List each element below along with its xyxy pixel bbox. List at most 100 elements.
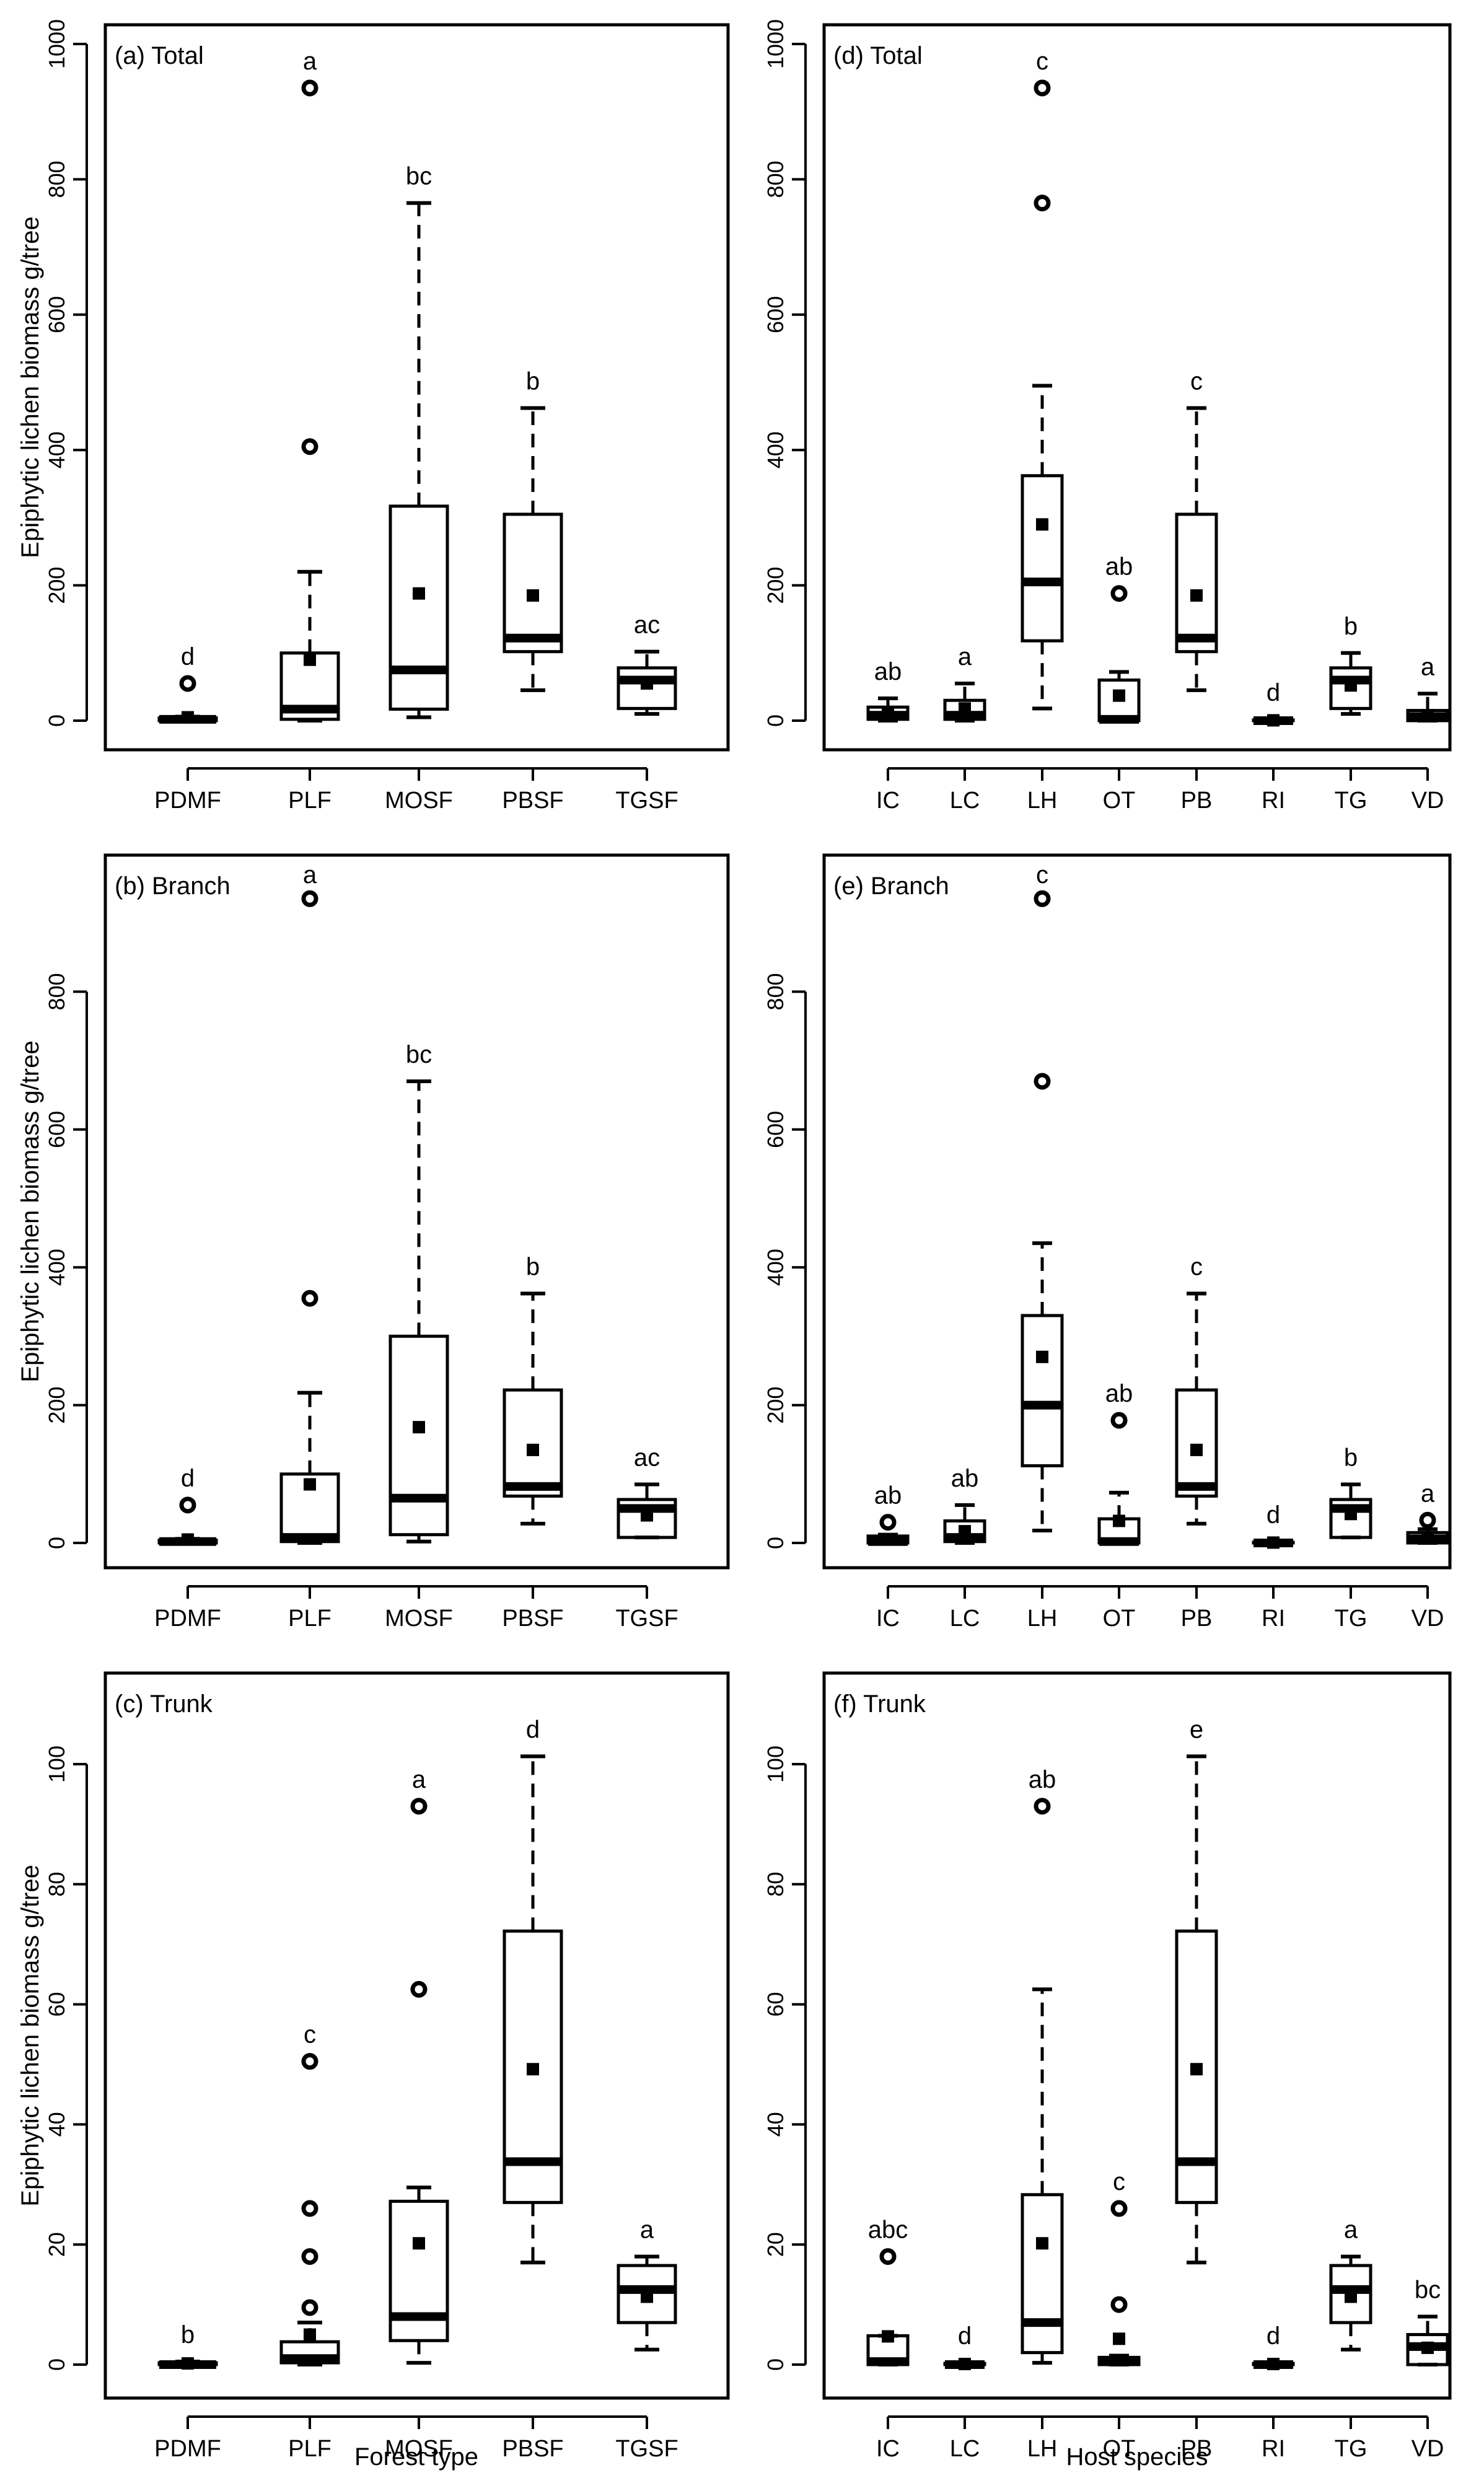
mean-marker xyxy=(304,653,316,666)
mean-marker xyxy=(1190,2063,1203,2076)
panel-title: (b) Branch xyxy=(115,872,231,900)
x-tick-label: PDMF xyxy=(154,788,221,814)
outlier-point xyxy=(879,2248,897,2265)
y-tick-label: 0 xyxy=(763,714,788,727)
panel-2: (b) Branch 0 200 400 600 800 PDMF PLF MOSF PBSF TG… xyxy=(44,853,730,1632)
outlier-point xyxy=(1034,890,1051,907)
box-LH: c xyxy=(1021,861,1064,1532)
x-tick-label: IC xyxy=(876,788,900,814)
x-tick-label: PDMF xyxy=(154,2436,221,2462)
x-tick-label: MOSF xyxy=(385,2436,453,2462)
x-tick-label: MOSF xyxy=(385,1606,453,1632)
x-tick-label: TGSF xyxy=(615,2436,678,2462)
x-tick-label: PBSF xyxy=(502,1606,563,1632)
outlier-point xyxy=(1034,195,1051,212)
group-letter: c xyxy=(1190,1253,1203,1280)
mean-marker xyxy=(1036,1350,1048,1363)
x-tick-label: IC xyxy=(876,2436,900,2462)
y-tick-label: 20 xyxy=(44,2232,69,2257)
y-tick-label: 200 xyxy=(763,1387,788,1424)
group-letter: e xyxy=(1190,1716,1203,1743)
panel-title: (f) Trunk xyxy=(833,1690,926,1718)
y-axis-title: Epiphytic lichen biomass g/tree xyxy=(17,1040,44,1382)
iqr-box xyxy=(1021,1314,1064,1467)
group-letter: b xyxy=(1344,1444,1358,1471)
x-tick-label: LC xyxy=(950,1606,980,1632)
iqr-box xyxy=(1021,474,1064,643)
mean-marker xyxy=(641,2290,653,2303)
box-TGSF: ac xyxy=(617,1444,677,1540)
y-tick-label: 80 xyxy=(763,1872,788,1897)
mean-marker xyxy=(1267,1536,1280,1549)
plot-frame xyxy=(103,853,730,1570)
group-letter: d xyxy=(181,643,195,670)
mean-marker xyxy=(1113,1514,1125,1527)
box-IC: ab xyxy=(866,1482,910,1546)
group-letter: a xyxy=(1421,1480,1435,1507)
x-axis-title-host-species: Host species xyxy=(1066,2443,1208,2471)
iqr-box xyxy=(1175,1388,1218,1498)
group-letter: b xyxy=(526,1253,540,1280)
panel-4: (d) Total 0 200 400 600 800 1000 IC LC LH OT PB RI TG… xyxy=(763,19,1452,814)
box-MOSF: bc xyxy=(389,163,449,719)
y-tick-label: 600 xyxy=(44,296,69,333)
iqr-box xyxy=(1175,1929,1218,2204)
mean-marker xyxy=(959,702,971,715)
y-tick-label: 400 xyxy=(763,431,788,468)
mean-marker xyxy=(1421,2341,1434,2354)
mean-marker xyxy=(527,1443,539,1456)
y-tick-label: 0 xyxy=(763,2358,788,2371)
mean-marker xyxy=(413,587,425,600)
mean-marker xyxy=(959,1525,971,1538)
box-LC: a xyxy=(943,643,986,723)
group-letter: d xyxy=(526,1716,540,1743)
iqr-box xyxy=(1329,666,1372,710)
mean-marker xyxy=(1113,689,1125,702)
box-LC: d xyxy=(943,2322,986,2371)
x-tick-label: TGSF xyxy=(615,1606,678,1632)
mean-marker xyxy=(1345,2290,1357,2303)
iqr-box xyxy=(279,651,340,721)
panel-title: (d) Total xyxy=(833,42,923,69)
group-letter: ab xyxy=(1029,1766,1056,1793)
x-tick-label: PBSF xyxy=(502,2436,563,2462)
box-PDMF: d xyxy=(157,1465,218,1546)
y-tick-label: 1000 xyxy=(44,19,69,69)
outlier-point xyxy=(1110,585,1128,602)
y-axis-title: Epiphytic lichen biomass g/tree xyxy=(17,1865,44,2206)
outlier-point xyxy=(1419,1511,1436,1529)
mean-marker xyxy=(882,706,894,719)
panel-3: (c) Trunk 0 20 40 60 80 100 PDMF PLF MOSF PBSF TGSF… xyxy=(44,1671,730,2462)
group-letter: d xyxy=(1267,1501,1280,1529)
x-tick-label: PLF xyxy=(288,1606,331,1632)
x-tick-label: LC xyxy=(950,2436,980,2462)
x-tick-label: LH xyxy=(1027,788,1058,814)
outlier-point xyxy=(301,2248,318,2265)
x-tick-label: OT xyxy=(1103,1606,1136,1632)
y-tick-label: 40 xyxy=(763,2112,788,2137)
box-TGSF: a xyxy=(617,2217,677,2352)
outlier-point xyxy=(1110,1412,1128,1429)
group-letter: a xyxy=(303,48,317,75)
mean-marker xyxy=(413,2237,425,2250)
iqr-box xyxy=(617,1498,677,1539)
y-tick-label: 0 xyxy=(44,2358,69,2371)
box-RI: d xyxy=(1252,1501,1295,1549)
x-tick-label: LC xyxy=(950,788,980,814)
mean-marker xyxy=(882,1533,894,1546)
x-tick-label: TG xyxy=(1335,1606,1368,1632)
y-tick-label: 200 xyxy=(44,1387,69,1424)
outlier-point xyxy=(1034,1073,1051,1090)
mean-marker xyxy=(304,1478,316,1491)
x-tick-label: PB xyxy=(1181,788,1213,814)
x-tick-label: VD xyxy=(1412,788,1444,814)
panel-title: (c) Trunk xyxy=(115,1690,213,1718)
y-tick-label: 400 xyxy=(44,1249,69,1286)
y-tick-label: 600 xyxy=(763,1111,788,1148)
iqr-box xyxy=(389,2199,449,2342)
panel-title: (a) Total xyxy=(115,42,204,69)
x-tick-label: VD xyxy=(1412,1606,1444,1632)
group-letter: abc xyxy=(868,2217,908,2244)
group-letter: ac xyxy=(634,1444,660,1471)
outlier-point xyxy=(179,675,196,692)
